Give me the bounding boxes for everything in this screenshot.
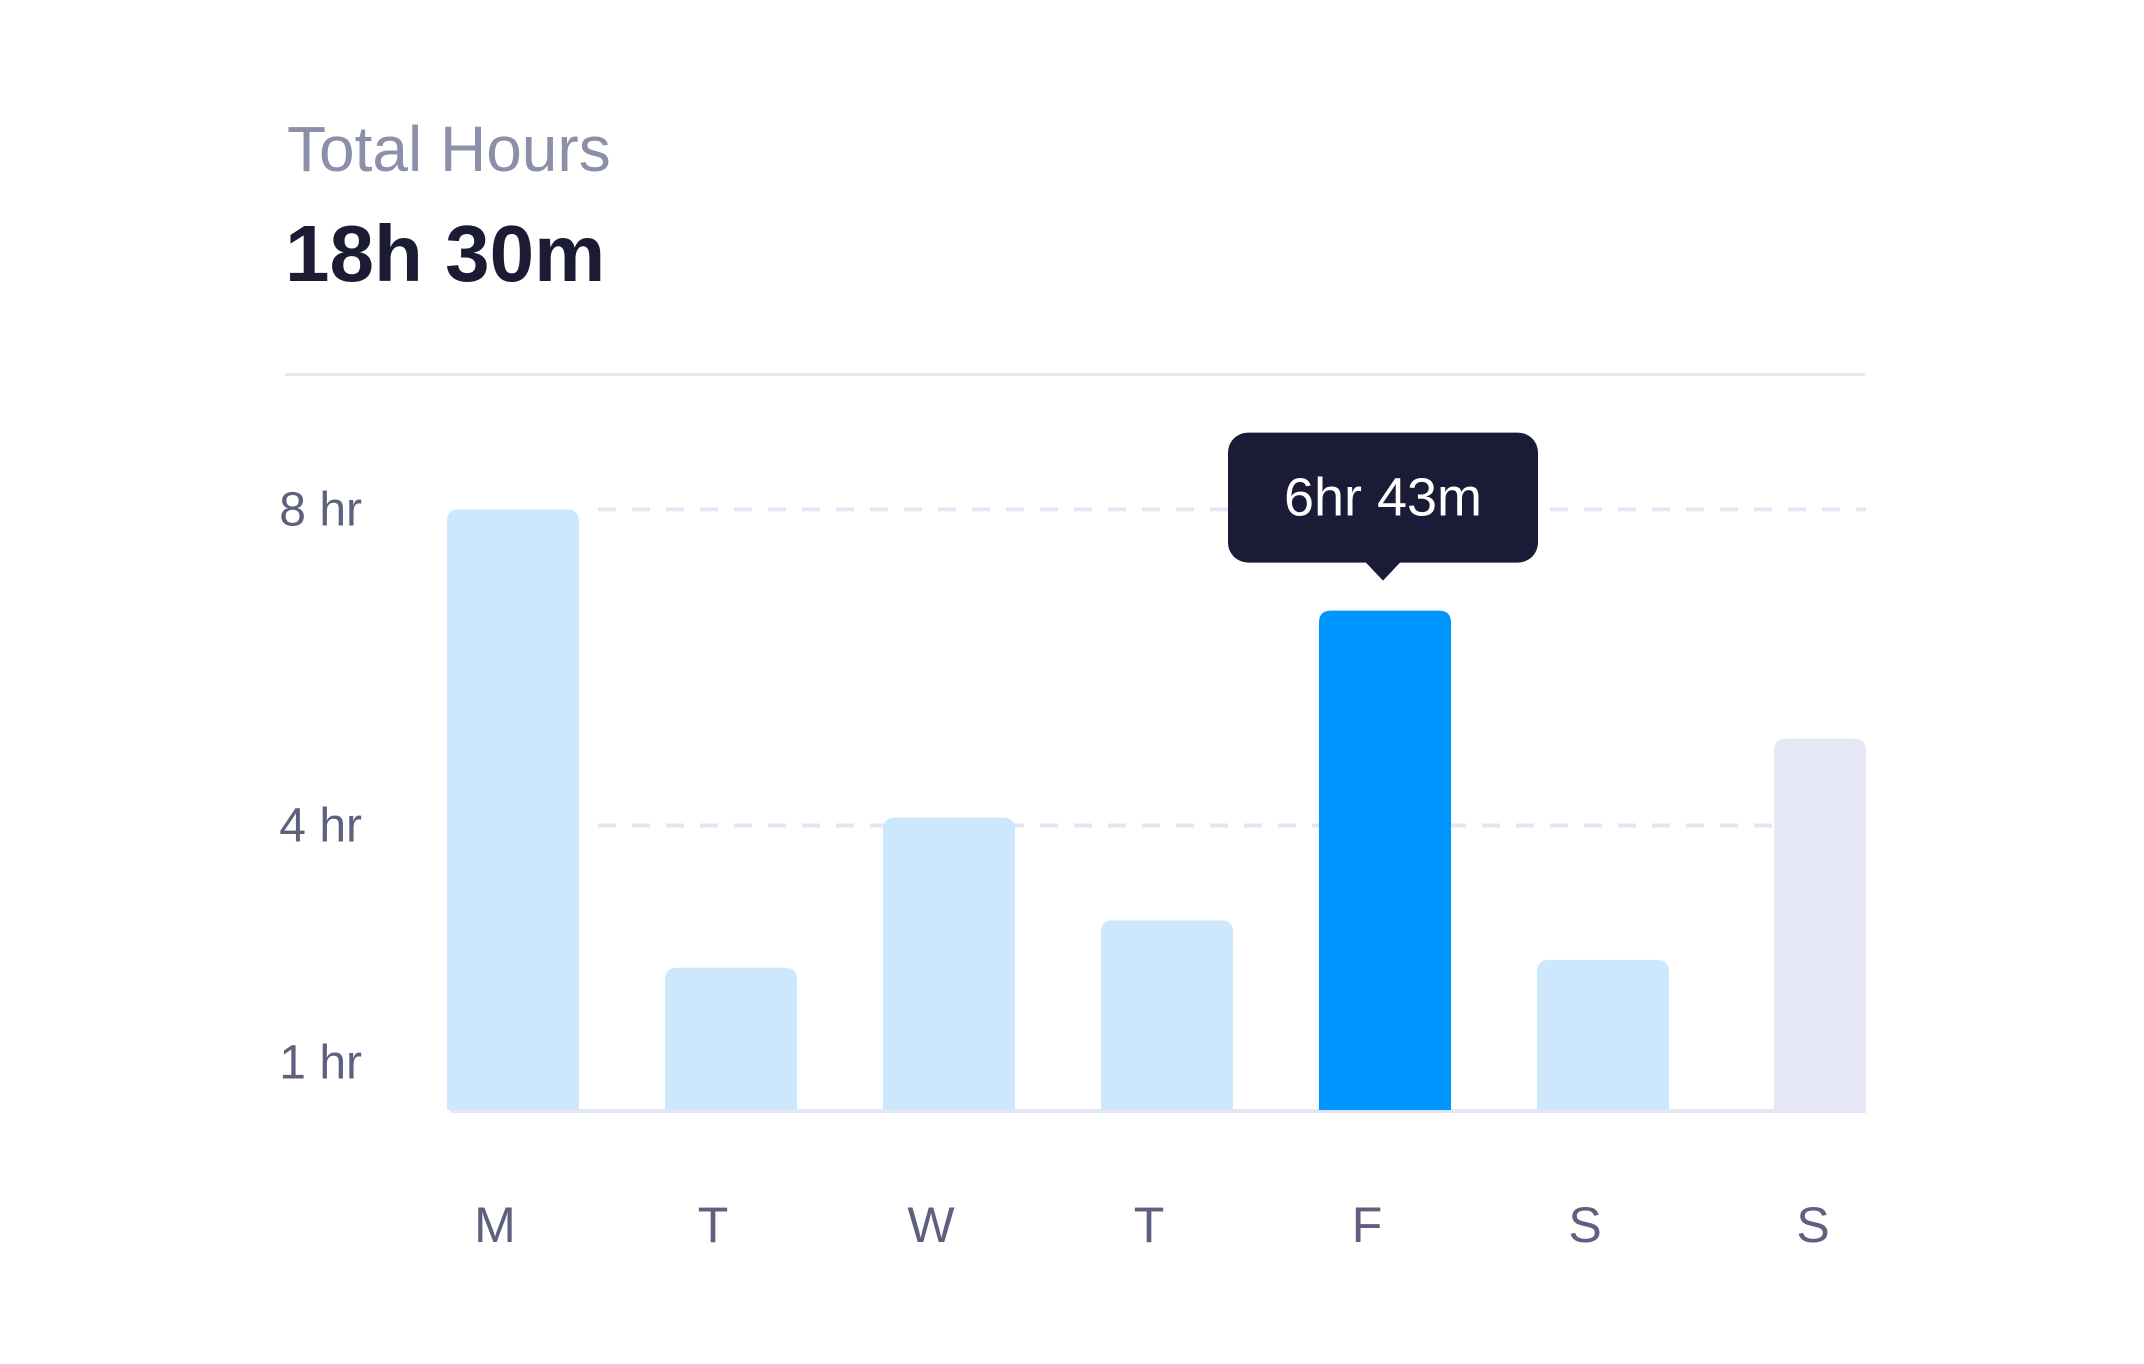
bar-s-5[interactable] <box>1537 959 1669 1110</box>
y-tick-label: 4 hr <box>279 800 362 853</box>
tooltip-label: 6hr 43m <box>1284 468 1482 528</box>
y-tick-label: 8 hr <box>279 483 362 536</box>
tooltip-pointer <box>1365 561 1401 581</box>
bar-s-6[interactable] <box>1774 738 1866 1110</box>
x-tick-label: T <box>1134 1197 1165 1253</box>
x-tick-label: M <box>474 1197 516 1253</box>
bar-w-2[interactable] <box>883 817 1015 1110</box>
bar-t-3[interactable] <box>1101 920 1233 1110</box>
bar-m-0[interactable] <box>447 509 579 1110</box>
bar-t-1[interactable] <box>665 967 797 1110</box>
y-tick-label: 1 hr <box>279 1037 362 1090</box>
x-tick-label: W <box>907 1197 955 1253</box>
x-tick-label: T <box>698 1197 729 1253</box>
tooltip-box <box>1228 432 1538 563</box>
x-tick-label: S <box>1568 1197 1601 1253</box>
bar-f-4[interactable] <box>1319 610 1451 1110</box>
total-hours-value: 18h 30m <box>285 209 606 298</box>
x-tick-label: S <box>1796 1197 1829 1253</box>
total-hours-label: Total Hours <box>287 113 611 185</box>
x-tick-label: F <box>1352 1197 1383 1253</box>
divider <box>285 373 1865 376</box>
